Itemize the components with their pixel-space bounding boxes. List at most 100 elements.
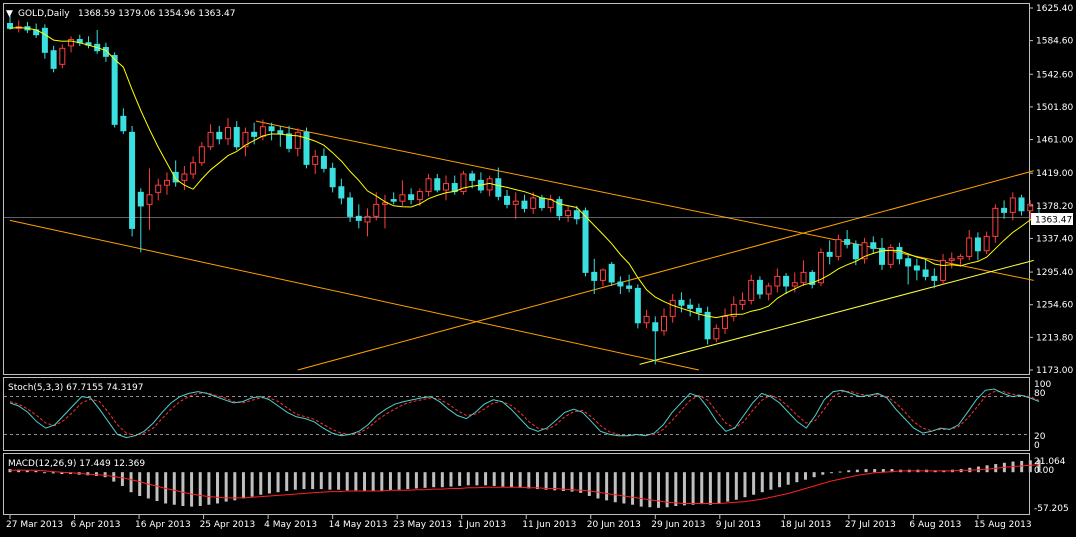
macd-histogram-bar bbox=[371, 472, 375, 491]
macd-signal-line bbox=[10, 464, 1040, 504]
candle-body bbox=[783, 275, 790, 287]
candle-body bbox=[800, 271, 807, 284]
candle-body bbox=[992, 207, 999, 237]
macd-histogram-bar bbox=[224, 472, 228, 502]
price-tick-label: 1173.00 bbox=[1036, 366, 1073, 376]
macd-histogram-bar bbox=[484, 472, 488, 486]
macd-histogram-bar bbox=[51, 472, 55, 474]
stoch-scale-20: 20 bbox=[1034, 432, 1046, 442]
macd-histogram-bar bbox=[414, 472, 418, 489]
macd-histogram-bar bbox=[388, 472, 392, 491]
macd-histogram-bar bbox=[432, 472, 436, 488]
candle-body bbox=[809, 271, 816, 285]
candle-body bbox=[913, 265, 920, 271]
macd-histogram-bar bbox=[345, 472, 349, 491]
candle-body bbox=[756, 279, 763, 295]
macd-histogram-bar bbox=[60, 472, 64, 475]
macd-histogram-bar bbox=[458, 472, 462, 486]
candle-body bbox=[695, 307, 702, 313]
candle-body bbox=[582, 210, 589, 273]
candle-body bbox=[460, 173, 467, 193]
macd-histogram-bar bbox=[769, 472, 773, 490]
macd-histogram-bar bbox=[17, 469, 21, 473]
macd-histogram-bar bbox=[94, 472, 98, 476]
time-tick-label: 27 Mar 2013 bbox=[6, 520, 63, 530]
candle-body bbox=[303, 131, 310, 165]
price-tick-label: 1625.40 bbox=[1036, 4, 1073, 14]
macd-histogram-bar bbox=[535, 472, 539, 490]
candle-body bbox=[207, 131, 214, 148]
candle-body bbox=[155, 184, 162, 193]
candle-body bbox=[242, 131, 249, 148]
macd-histogram-bar bbox=[397, 472, 401, 490]
macd-histogram-bar bbox=[708, 472, 712, 505]
candle-body bbox=[277, 130, 284, 135]
candle-body bbox=[931, 275, 938, 281]
candle-body bbox=[416, 191, 423, 201]
macd-histogram-bar bbox=[838, 471, 842, 473]
macd-histogram-bar bbox=[302, 472, 306, 490]
candle-body bbox=[355, 215, 362, 221]
menu-arrow-icon[interactable]: ▼ bbox=[6, 9, 13, 19]
macd-histogram-bar bbox=[743, 472, 747, 498]
macd-histogram-bar bbox=[873, 469, 877, 473]
macd-histogram-bar bbox=[198, 472, 202, 506]
moving-average-line bbox=[9, 26, 1040, 319]
macd-histogram-bar bbox=[510, 472, 514, 488]
macd-histogram-bar bbox=[812, 472, 816, 478]
candle-body bbox=[1001, 207, 1008, 213]
candle-body bbox=[268, 126, 275, 132]
candle-body bbox=[538, 197, 545, 209]
macd-histogram-bar bbox=[354, 472, 358, 491]
macd-histogram-bar bbox=[553, 472, 557, 491]
current-price-label: 1363.47 bbox=[1035, 216, 1072, 226]
macd-histogram-bar bbox=[587, 472, 591, 496]
stoch-scale-80: 80 bbox=[1034, 389, 1046, 399]
macd-histogram-bar bbox=[103, 472, 107, 478]
candle-body bbox=[739, 299, 746, 305]
macd-histogram-bar bbox=[25, 470, 29, 473]
candle-body bbox=[286, 133, 293, 149]
candle-body bbox=[399, 194, 406, 202]
time-tick-label: 16 Apr 2013 bbox=[135, 520, 191, 530]
macd-histogram-bar bbox=[233, 472, 237, 501]
macd-histogram-bar bbox=[146, 472, 150, 499]
macd-histogram-bar bbox=[821, 472, 825, 475]
candle-body bbox=[669, 299, 676, 317]
macd-histogram-bar bbox=[778, 472, 782, 488]
main-panel-frame bbox=[3, 3, 1030, 375]
candle-body bbox=[608, 263, 615, 283]
time-tick-label: 18 Jul 2013 bbox=[780, 520, 831, 530]
candle-body bbox=[50, 50, 57, 69]
candle-body bbox=[251, 131, 258, 137]
candle-body bbox=[573, 210, 580, 220]
macd-histogram-bar bbox=[829, 472, 833, 474]
time-tick-label: 15 Aug 2013 bbox=[974, 520, 1032, 530]
macd-histogram-bar bbox=[216, 472, 220, 504]
candle-body bbox=[852, 243, 859, 260]
macd-histogram-bar bbox=[259, 472, 263, 495]
candle-body bbox=[129, 131, 136, 229]
candle-body bbox=[765, 285, 772, 295]
candle-body bbox=[521, 200, 528, 209]
candle-body bbox=[661, 315, 667, 332]
candle-body bbox=[68, 39, 75, 47]
macd-histogram-bar bbox=[466, 472, 470, 486]
candle-body bbox=[163, 179, 170, 186]
candle-body bbox=[687, 304, 694, 309]
macd-histogram-bar bbox=[293, 472, 297, 490]
macd-scale-max: 21.064 bbox=[1034, 457, 1066, 467]
macd-histogram-bar bbox=[864, 469, 868, 473]
macd-histogram-bar bbox=[120, 472, 124, 486]
candle-body bbox=[748, 279, 755, 301]
macd-histogram-bar bbox=[129, 472, 133, 493]
macd-histogram-bar bbox=[250, 472, 254, 497]
macd-histogram-bar bbox=[544, 472, 548, 490]
stoch-signal-line bbox=[9, 391, 1040, 437]
macd-histogram-bar bbox=[363, 472, 367, 491]
candle-body bbox=[320, 155, 327, 169]
macd-histogram-bar bbox=[726, 472, 730, 502]
candle-body bbox=[312, 155, 319, 165]
candle-body bbox=[722, 315, 729, 329]
